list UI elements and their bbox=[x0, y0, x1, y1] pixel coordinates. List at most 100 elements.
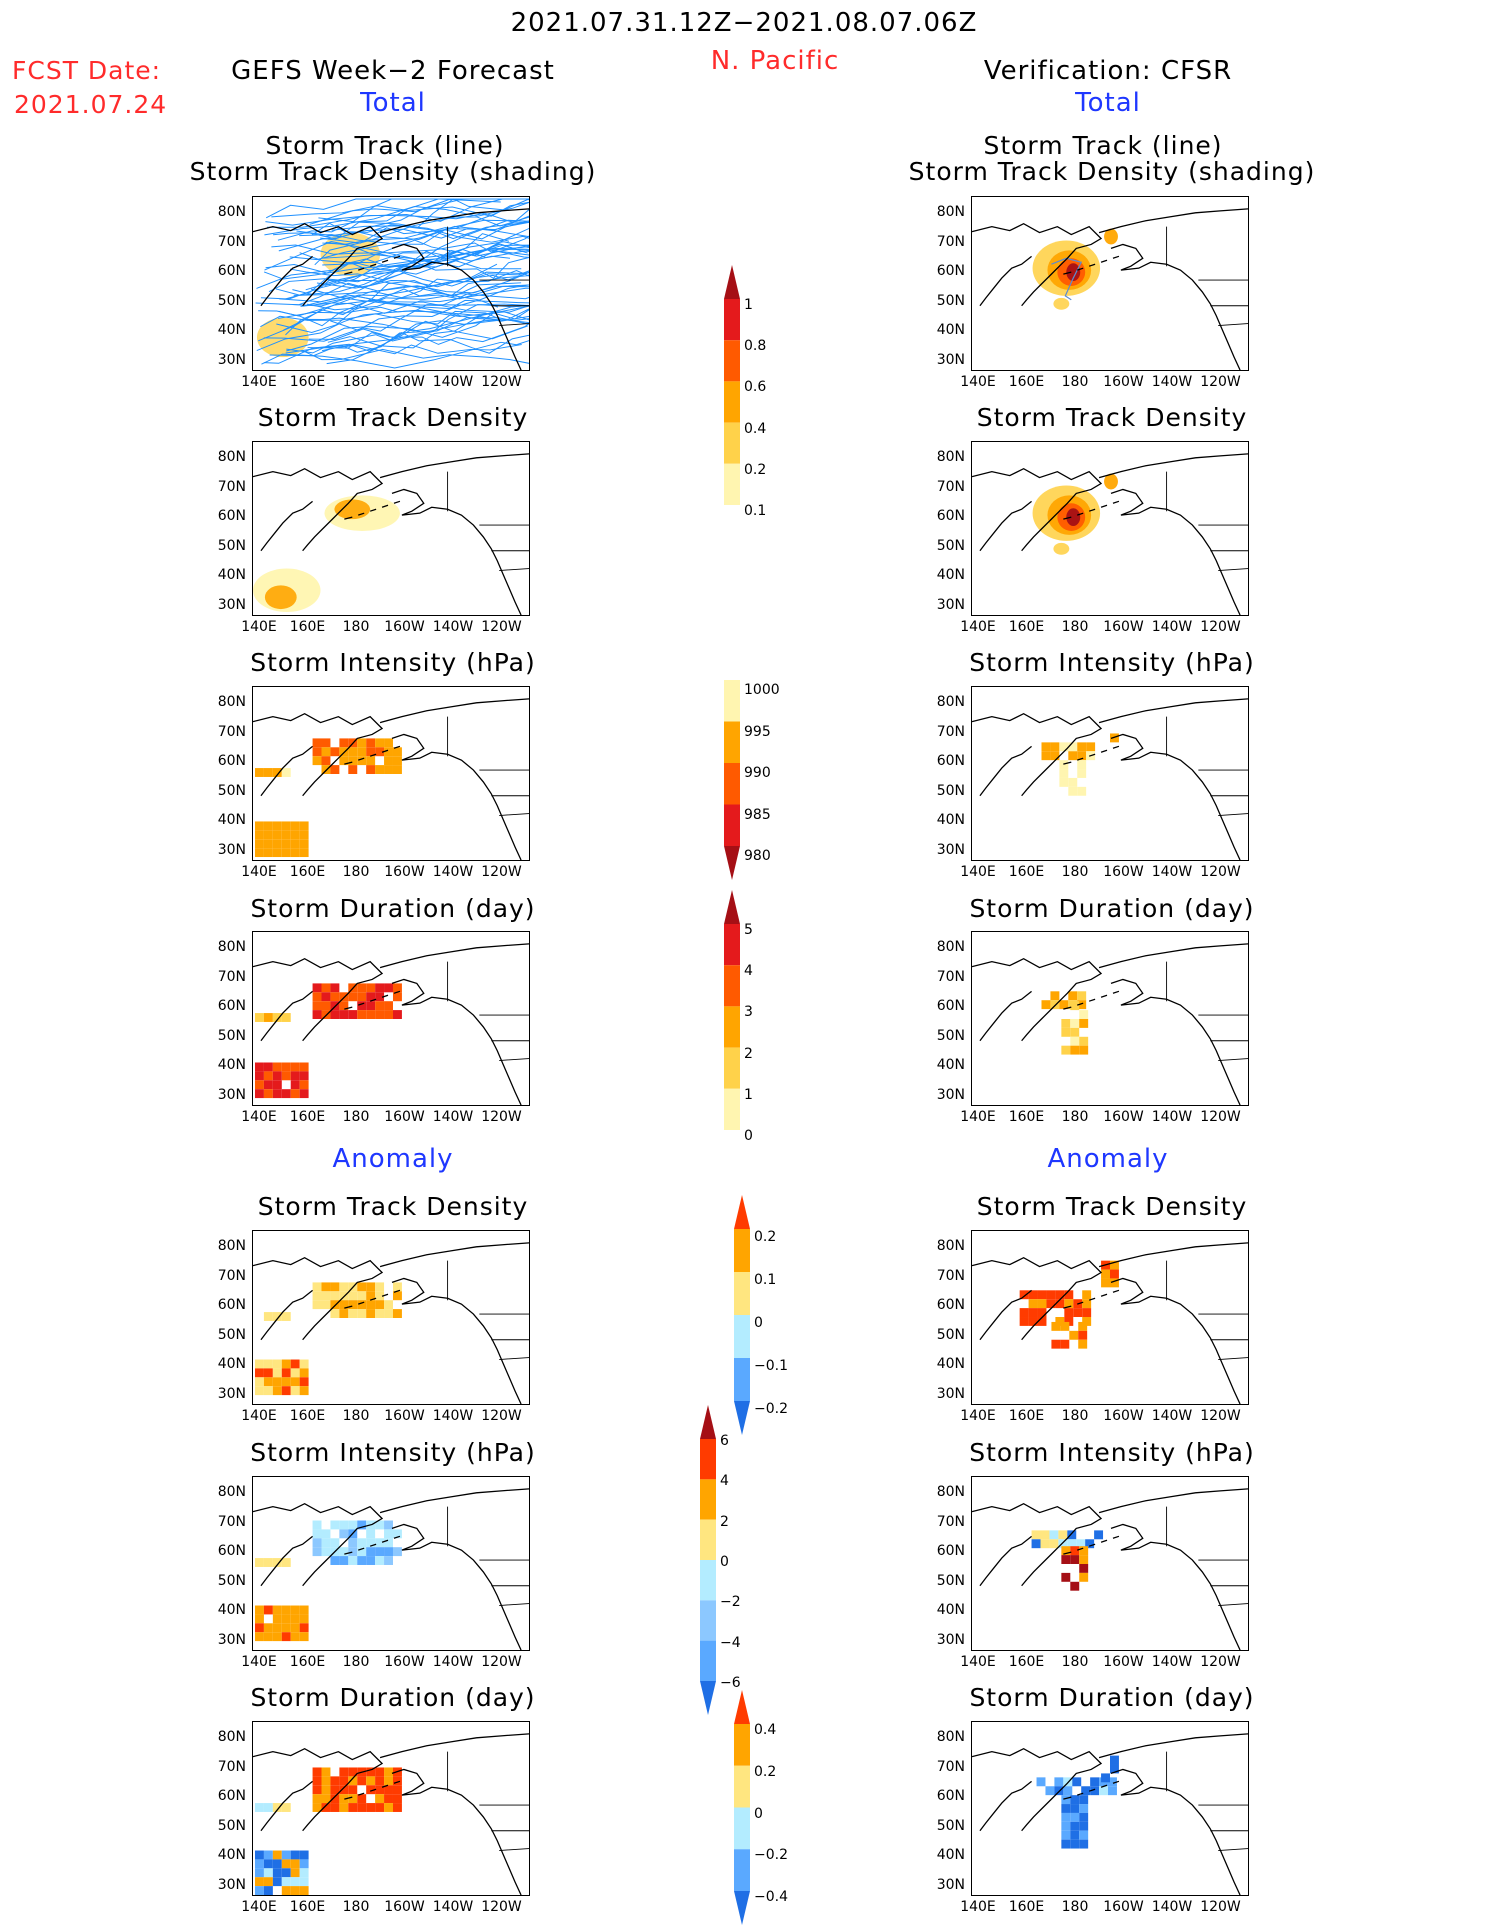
anomaly-cell bbox=[1019, 1290, 1029, 1300]
lon-tick-label: 160E bbox=[1008, 619, 1045, 635]
anomaly-cell bbox=[1079, 1572, 1089, 1582]
duration-cell bbox=[1070, 1001, 1080, 1011]
duration-cell bbox=[366, 983, 376, 993]
lon-tick-label: 140E bbox=[960, 1408, 996, 1424]
colorbar-label: 0.2 bbox=[754, 1229, 777, 1245]
coastline bbox=[253, 1242, 529, 1404]
lat-tick-label: 80N bbox=[217, 939, 246, 955]
lon-tick-label: 120W bbox=[1200, 619, 1241, 635]
political-border bbox=[447, 1751, 529, 1851]
intensity-cell bbox=[348, 747, 358, 757]
anomaly-cell bbox=[384, 1794, 393, 1804]
lon-tick-label: 180 bbox=[1061, 619, 1089, 635]
lat-tick-label: 60N bbox=[936, 1543, 965, 1559]
anomaly-cell bbox=[1051, 1321, 1061, 1331]
anomaly-cell bbox=[1110, 1269, 1119, 1279]
anomaly-cell bbox=[1061, 1839, 1071, 1849]
anomaly-cell bbox=[375, 1309, 385, 1318]
duration-cell bbox=[384, 1010, 393, 1019]
duration-cell bbox=[1070, 1027, 1080, 1037]
anomaly-cell bbox=[375, 1300, 385, 1310]
lon-tick-label: 180 bbox=[1061, 864, 1089, 880]
coastline bbox=[253, 453, 529, 615]
duration-cell bbox=[1061, 1045, 1071, 1055]
lat-tick-label: 60N bbox=[217, 1788, 246, 1804]
anomaly-cell bbox=[281, 1359, 291, 1369]
coastline bbox=[972, 1242, 1248, 1404]
lat-tick-label: 70N bbox=[217, 968, 246, 985]
intensity-cell bbox=[1077, 742, 1087, 752]
intensity-cell bbox=[366, 747, 376, 757]
lat-tick-label: 80N bbox=[936, 204, 965, 220]
lon-tick-label: 140E bbox=[241, 1654, 277, 1670]
anomaly-cell bbox=[290, 1850, 300, 1860]
duration-cell bbox=[366, 1010, 376, 1019]
anomaly-cell bbox=[299, 1614, 309, 1624]
intensity-cell bbox=[1086, 742, 1096, 752]
lon-tick-label: 180 bbox=[342, 619, 370, 635]
lat-tick-label: 40N bbox=[217, 322, 246, 338]
duration-cell bbox=[392, 983, 402, 993]
anomaly-cell bbox=[263, 1558, 273, 1567]
duration-cell bbox=[1079, 1018, 1089, 1028]
duration-cell bbox=[272, 1080, 282, 1090]
intensity-cell bbox=[263, 821, 273, 831]
lat-tick-label: 60N bbox=[936, 263, 965, 279]
anom_intensity-colorbar bbox=[698, 1405, 718, 1719]
anomaly-cell bbox=[281, 1614, 291, 1624]
right-anom-density-map bbox=[971, 1230, 1249, 1405]
anomaly-cell bbox=[290, 1632, 300, 1642]
anomaly-cell bbox=[357, 1300, 367, 1310]
anomaly-cell bbox=[357, 1538, 367, 1548]
anomaly-cell bbox=[299, 1386, 309, 1396]
intensity-cell bbox=[290, 848, 300, 858]
lat-tick-label: 70N bbox=[217, 1267, 246, 1284]
anomaly-cell bbox=[299, 1368, 309, 1378]
duration-cell bbox=[321, 992, 331, 1002]
lon-tick-label: 140W bbox=[432, 1654, 474, 1670]
duration-cell bbox=[321, 1010, 331, 1019]
anomaly-cell bbox=[312, 1282, 322, 1292]
colorbar-label: 0 bbox=[720, 1554, 729, 1570]
anomaly-cell bbox=[1079, 1563, 1089, 1573]
anomaly-cell bbox=[339, 1547, 349, 1557]
anomaly-cell bbox=[375, 1291, 385, 1301]
lon-tick-label: 120W bbox=[1200, 864, 1241, 880]
anomaly-cell bbox=[299, 1877, 309, 1887]
anomaly-cell bbox=[290, 1605, 300, 1615]
anomaly-cell bbox=[1061, 1555, 1071, 1564]
colorbar-segment bbox=[734, 1401, 750, 1435]
lon-tick-label: 160E bbox=[289, 1408, 326, 1424]
anomaly-cell bbox=[1061, 1795, 1071, 1805]
lat-tick-label: 50N bbox=[936, 1572, 965, 1589]
lon-tick-label: 160W bbox=[1103, 1899, 1144, 1915]
intensity-cell bbox=[384, 756, 393, 766]
anomaly-cell bbox=[1081, 1786, 1091, 1796]
anomaly-cell bbox=[281, 1312, 291, 1321]
anomaly-cell bbox=[1076, 1539, 1086, 1549]
lon-tick-label: 160W bbox=[1103, 1654, 1144, 1670]
lat-tick-label: 40N bbox=[217, 1602, 246, 1618]
anomaly-cell bbox=[1055, 1299, 1065, 1309]
anomaly-cell bbox=[1110, 1764, 1119, 1774]
lon-tick-label: 180 bbox=[1061, 1654, 1089, 1670]
left-duration-title: Storm Duration (day) bbox=[250, 894, 536, 923]
lon-tick-label: 160W bbox=[1103, 619, 1144, 635]
lon-tick-label: 180 bbox=[342, 374, 370, 390]
colorbar-label: 5 bbox=[744, 922, 753, 938]
storm-track-line bbox=[296, 225, 529, 241]
intensity-cell bbox=[263, 839, 273, 849]
anomaly-cell bbox=[330, 1538, 340, 1548]
right-duration-plot bbox=[972, 943, 1248, 1105]
anomaly-cell bbox=[281, 1803, 291, 1812]
anomaly-cell bbox=[339, 1282, 349, 1292]
anomaly-cell bbox=[1079, 1795, 1089, 1805]
lat-tick-label: 80N bbox=[217, 1484, 246, 1500]
left-anom-duration-title: Storm Duration (day) bbox=[250, 1683, 536, 1712]
storm-track-line bbox=[284, 252, 511, 300]
anomaly-cell bbox=[392, 1291, 402, 1301]
right-anom-intensity-title: Storm Intensity (hPa) bbox=[969, 1438, 1255, 1467]
intensity-cell bbox=[254, 830, 264, 840]
lon-tick-label: 120W bbox=[481, 1899, 522, 1915]
anomaly-cell bbox=[375, 1803, 385, 1812]
